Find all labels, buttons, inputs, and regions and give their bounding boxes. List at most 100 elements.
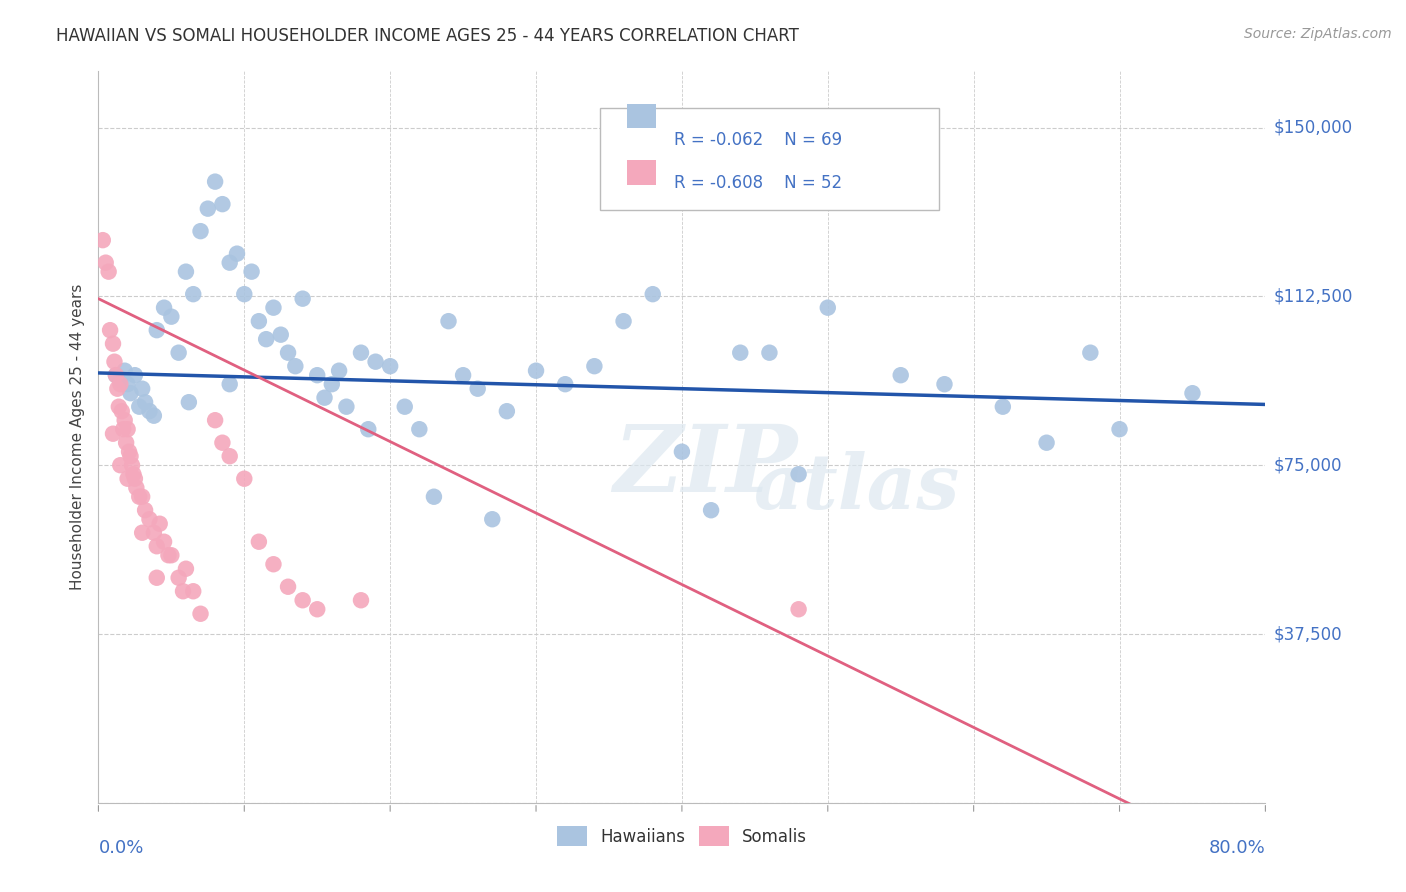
Text: R = -0.608    N = 52: R = -0.608 N = 52 — [673, 174, 842, 192]
FancyBboxPatch shape — [600, 108, 939, 211]
Point — [787, 467, 810, 482]
Point — [524, 364, 547, 378]
Point — [787, 602, 810, 616]
Point — [153, 301, 176, 315]
Point — [357, 422, 380, 436]
Point — [103, 354, 125, 368]
Point — [284, 359, 307, 374]
Point — [104, 368, 127, 383]
Point — [641, 287, 664, 301]
Point — [117, 377, 139, 392]
Point — [128, 490, 150, 504]
Legend: Hawaiians, Somalis: Hawaiians, Somalis — [557, 826, 807, 846]
Point — [146, 539, 169, 553]
Point — [190, 224, 212, 238]
Point — [380, 359, 402, 374]
Point — [153, 534, 176, 549]
Point — [98, 323, 121, 337]
Point — [204, 413, 226, 427]
Point — [934, 377, 956, 392]
Point — [181, 584, 204, 599]
Point — [730, 345, 752, 359]
Point — [142, 409, 165, 423]
Point — [758, 345, 780, 359]
Point — [105, 382, 128, 396]
Point — [197, 202, 219, 216]
Point — [120, 449, 142, 463]
Point — [277, 580, 299, 594]
Point — [174, 265, 197, 279]
Point — [138, 512, 160, 526]
Point — [240, 265, 263, 279]
Point — [111, 404, 134, 418]
Point — [1035, 435, 1057, 450]
Point — [117, 422, 139, 436]
Point — [233, 287, 256, 301]
Point — [121, 458, 143, 473]
Point — [270, 327, 292, 342]
Point — [408, 422, 430, 436]
Point — [142, 525, 165, 540]
Point — [991, 400, 1014, 414]
Text: ZIP: ZIP — [613, 421, 797, 511]
Point — [613, 314, 636, 328]
Point — [101, 336, 124, 351]
Point — [177, 395, 200, 409]
Point — [131, 490, 153, 504]
Point — [114, 413, 136, 427]
Point — [146, 571, 169, 585]
Text: $75,000: $75,000 — [1274, 456, 1343, 475]
Point — [160, 310, 183, 324]
Text: $37,500: $37,500 — [1274, 625, 1343, 643]
Point — [254, 332, 277, 346]
Point — [328, 364, 350, 378]
Point — [451, 368, 474, 383]
Point — [817, 301, 839, 315]
Point — [307, 368, 329, 383]
Point — [218, 255, 240, 269]
Point — [114, 364, 136, 378]
Point — [247, 314, 270, 328]
Point — [172, 584, 194, 599]
Text: $150,000: $150,000 — [1274, 119, 1353, 136]
Point — [124, 368, 146, 383]
Point — [157, 548, 180, 562]
Point — [364, 354, 387, 368]
Point — [97, 265, 120, 279]
Point — [350, 593, 373, 607]
Point — [131, 382, 153, 396]
Point — [277, 345, 299, 359]
Bar — [627, 103, 657, 128]
Point — [91, 233, 114, 247]
Point — [110, 373, 132, 387]
Point — [247, 534, 270, 549]
Point — [117, 472, 139, 486]
Point — [174, 562, 197, 576]
Text: HAWAIIAN VS SOMALI HOUSEHOLDER INCOME AGES 25 - 44 YEARS CORRELATION CHART: HAWAIIAN VS SOMALI HOUSEHOLDER INCOME AG… — [56, 27, 799, 45]
Point — [1080, 345, 1102, 359]
Point — [583, 359, 606, 374]
Point — [291, 292, 314, 306]
Bar — [627, 161, 657, 185]
Point — [112, 422, 135, 436]
Point — [104, 368, 127, 383]
Point — [263, 558, 285, 572]
Point — [122, 467, 145, 482]
Point — [110, 458, 132, 473]
Point — [307, 602, 329, 616]
Point — [1108, 422, 1130, 436]
Point — [496, 404, 519, 418]
Point — [394, 400, 416, 414]
Point — [211, 197, 233, 211]
Point — [125, 481, 148, 495]
Point — [115, 435, 138, 450]
Point — [120, 386, 142, 401]
Point — [167, 345, 190, 359]
Point — [291, 593, 314, 607]
Point — [124, 472, 146, 486]
Point — [146, 323, 169, 337]
Point — [226, 246, 249, 260]
Point — [149, 516, 172, 531]
Point — [128, 400, 150, 414]
Point — [138, 404, 160, 418]
